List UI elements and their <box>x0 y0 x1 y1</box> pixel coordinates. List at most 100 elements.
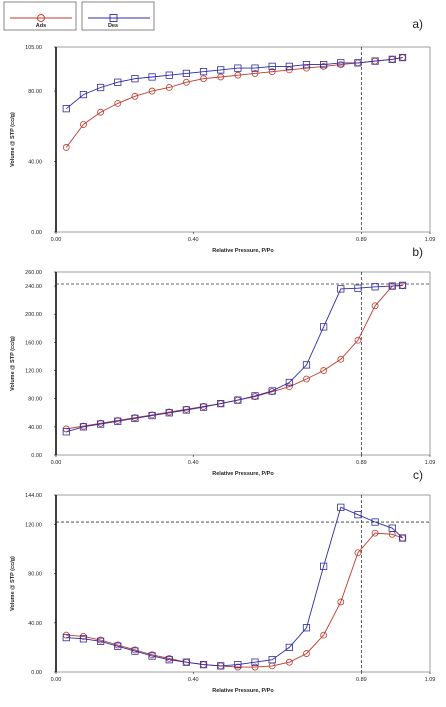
data-point-ads <box>320 367 328 374</box>
data-point-des <box>62 633 70 642</box>
data-point-ads <box>371 302 379 310</box>
data-point-des <box>97 637 105 645</box>
data-point-des <box>199 661 208 669</box>
legend-des-label: Des <box>108 23 118 29</box>
y-tick-label: 144.00 <box>25 493 42 499</box>
y-tick-label: 120.00 <box>25 369 42 375</box>
data-point-des <box>354 59 362 67</box>
panel-label: b) <box>412 245 423 259</box>
series-line-des <box>66 57 403 110</box>
data-point-des <box>182 406 190 414</box>
data-point-ads <box>251 663 259 671</box>
data-point-ads <box>217 73 225 81</box>
data-point-des <box>371 57 379 65</box>
data-point-des <box>62 428 70 436</box>
data-point-des <box>268 62 276 70</box>
data-point-des <box>165 71 173 79</box>
data-point-des <box>97 83 105 92</box>
data-point-des <box>79 635 88 643</box>
data-point-des <box>398 534 407 542</box>
data-point-des <box>234 396 242 404</box>
panel-c: 0.00 40.00 80.00 120.00 144.00 0.00 0.40 0.89 1.… <box>10 468 435 694</box>
x-tick-label: 1.09 <box>425 237 436 243</box>
x-tick-label: 0.00 <box>51 677 62 683</box>
y-tick-label: 80.00 <box>28 89 42 95</box>
y-tick-label: 200.00 <box>25 312 42 318</box>
data-point-des <box>337 285 345 293</box>
y-tick-label: 80.00 <box>28 397 42 403</box>
data-point-des <box>131 414 139 423</box>
data-point-des <box>131 75 139 83</box>
data-point-ads <box>371 529 379 537</box>
data-point-des <box>398 53 407 62</box>
data-point-ads <box>148 87 156 95</box>
legend-ads-marker <box>37 14 45 22</box>
y-tick-label: 240.00 <box>25 284 42 290</box>
x-axis-label: Relative Pressure, P/Po <box>212 688 274 694</box>
data-point-des <box>354 511 362 519</box>
y-tick-label: 80.00 <box>28 572 42 578</box>
data-point-ads <box>234 71 242 79</box>
data-point-des <box>114 417 122 425</box>
data-point-des <box>234 64 242 72</box>
data-point-des <box>62 105 70 113</box>
data-point-des <box>182 658 190 666</box>
x-tick-label: 0.89 <box>356 677 367 683</box>
x-axis-label: Relative Pressure, P/Po <box>212 248 274 254</box>
panel-label: a) <box>412 17 423 31</box>
data-point-des <box>182 69 190 78</box>
y-tick-label: 160.00 <box>25 340 42 346</box>
y-tick-label: 40.00 <box>28 425 42 431</box>
data-point-ads <box>165 84 173 91</box>
x-tick-label: 1.09 <box>425 460 436 466</box>
data-point-ads <box>354 336 362 344</box>
data-point-des <box>398 281 407 289</box>
data-point-ads <box>337 355 345 363</box>
panel-a: 0.00 40.00 80.00 105.00 0.00 0.40 0.89 1.09 Rela… <box>10 17 435 254</box>
data-point-des <box>388 282 396 290</box>
data-point-des <box>320 61 328 69</box>
data-point-ads <box>303 375 310 383</box>
data-point-des <box>302 61 311 69</box>
plot-frame <box>55 271 431 456</box>
data-point-des <box>285 643 293 652</box>
x-tick-label: 0.89 <box>356 237 367 243</box>
data-point-des <box>131 647 139 655</box>
panel-b: 0.00 40.00 80.00 120.00 160.00 200.00 240.00 26… <box>10 245 435 477</box>
data-point-ads <box>80 121 87 128</box>
legend-des-marker <box>109 14 118 22</box>
data-point-ads <box>337 598 345 606</box>
data-point-ads <box>131 92 139 100</box>
x-axis-label: Relative Pressure, P/Po <box>212 471 274 477</box>
data-point-des <box>199 68 208 76</box>
data-point-ads <box>62 144 70 151</box>
data-point-ads <box>303 650 310 657</box>
series-line-des <box>66 506 403 667</box>
data-point-des <box>251 392 259 400</box>
data-point-des <box>199 403 208 411</box>
data-point-des <box>217 662 225 670</box>
data-point-des <box>337 503 345 511</box>
data-point-ads <box>285 658 293 666</box>
y-tick-label: 0.00 <box>31 453 42 459</box>
panel-label: c) <box>413 468 423 482</box>
series-line-ads <box>66 284 403 430</box>
y-tick-label: 40.00 <box>28 160 42 166</box>
data-point-des <box>217 66 225 74</box>
data-point-des <box>337 59 345 67</box>
data-point-des <box>148 411 156 420</box>
data-point-des <box>285 62 293 70</box>
x-tick-label: 0.40 <box>188 677 199 683</box>
data-point-des <box>234 661 242 669</box>
x-tick-label: 0.40 <box>188 237 199 243</box>
data-point-des <box>302 361 311 369</box>
data-point-des <box>217 400 225 408</box>
y-axis-label: Volume @ STP (cc/g) <box>10 556 16 611</box>
data-point-des <box>371 283 379 291</box>
data-point-des <box>79 90 88 99</box>
x-tick-label: 0.40 <box>188 460 199 466</box>
data-point-des <box>79 423 88 431</box>
data-point-ads <box>251 70 259 77</box>
y-axis-label: Volume @ STP (cc/g) <box>10 336 16 391</box>
data-point-des <box>302 624 311 632</box>
